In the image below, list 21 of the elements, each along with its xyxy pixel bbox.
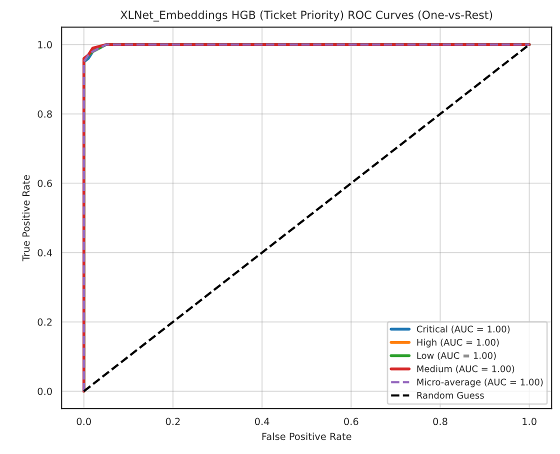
- y-tick-label: 1.0: [38, 41, 52, 48]
- x-tick-label: 0.4: [254, 418, 270, 426]
- x-tick-label: 0.0: [76, 418, 91, 426]
- legend-label: Medium (AUC = 1.00): [417, 365, 514, 374]
- x-tick-label: 0.6: [344, 418, 358, 426]
- y-tick-label: 0.6: [38, 180, 52, 188]
- y-tick-label: 0.0: [38, 388, 52, 396]
- x-tick-label: 1.0: [522, 418, 536, 426]
- y-axis-title: True Positive Rate: [22, 175, 30, 262]
- legend-label: Critical (AUC = 1.00): [416, 325, 510, 334]
- y-tick-label: 0.4: [38, 249, 52, 256]
- legend-label: Random Guess: [417, 392, 484, 399]
- x-tick-label: 0.2: [166, 418, 180, 426]
- x-tick-label: 0.8: [433, 418, 448, 426]
- y-tick-label: 0.2: [38, 318, 52, 326]
- y-tick-label: 0.8: [38, 110, 52, 118]
- legend-label: Low (AUC = 1.00): [417, 352, 496, 360]
- chart-title: XLNet_Embeddings HGB (Ticket Priority) ROC Curves (One-vs-Rest): [120, 10, 492, 22]
- legend-label: High (AUC = 1.00): [417, 338, 499, 348]
- x-axis-title: False Positive Rate: [262, 432, 352, 440]
- legend-label: Micro-average (AUC = 1.00): [417, 378, 543, 388]
